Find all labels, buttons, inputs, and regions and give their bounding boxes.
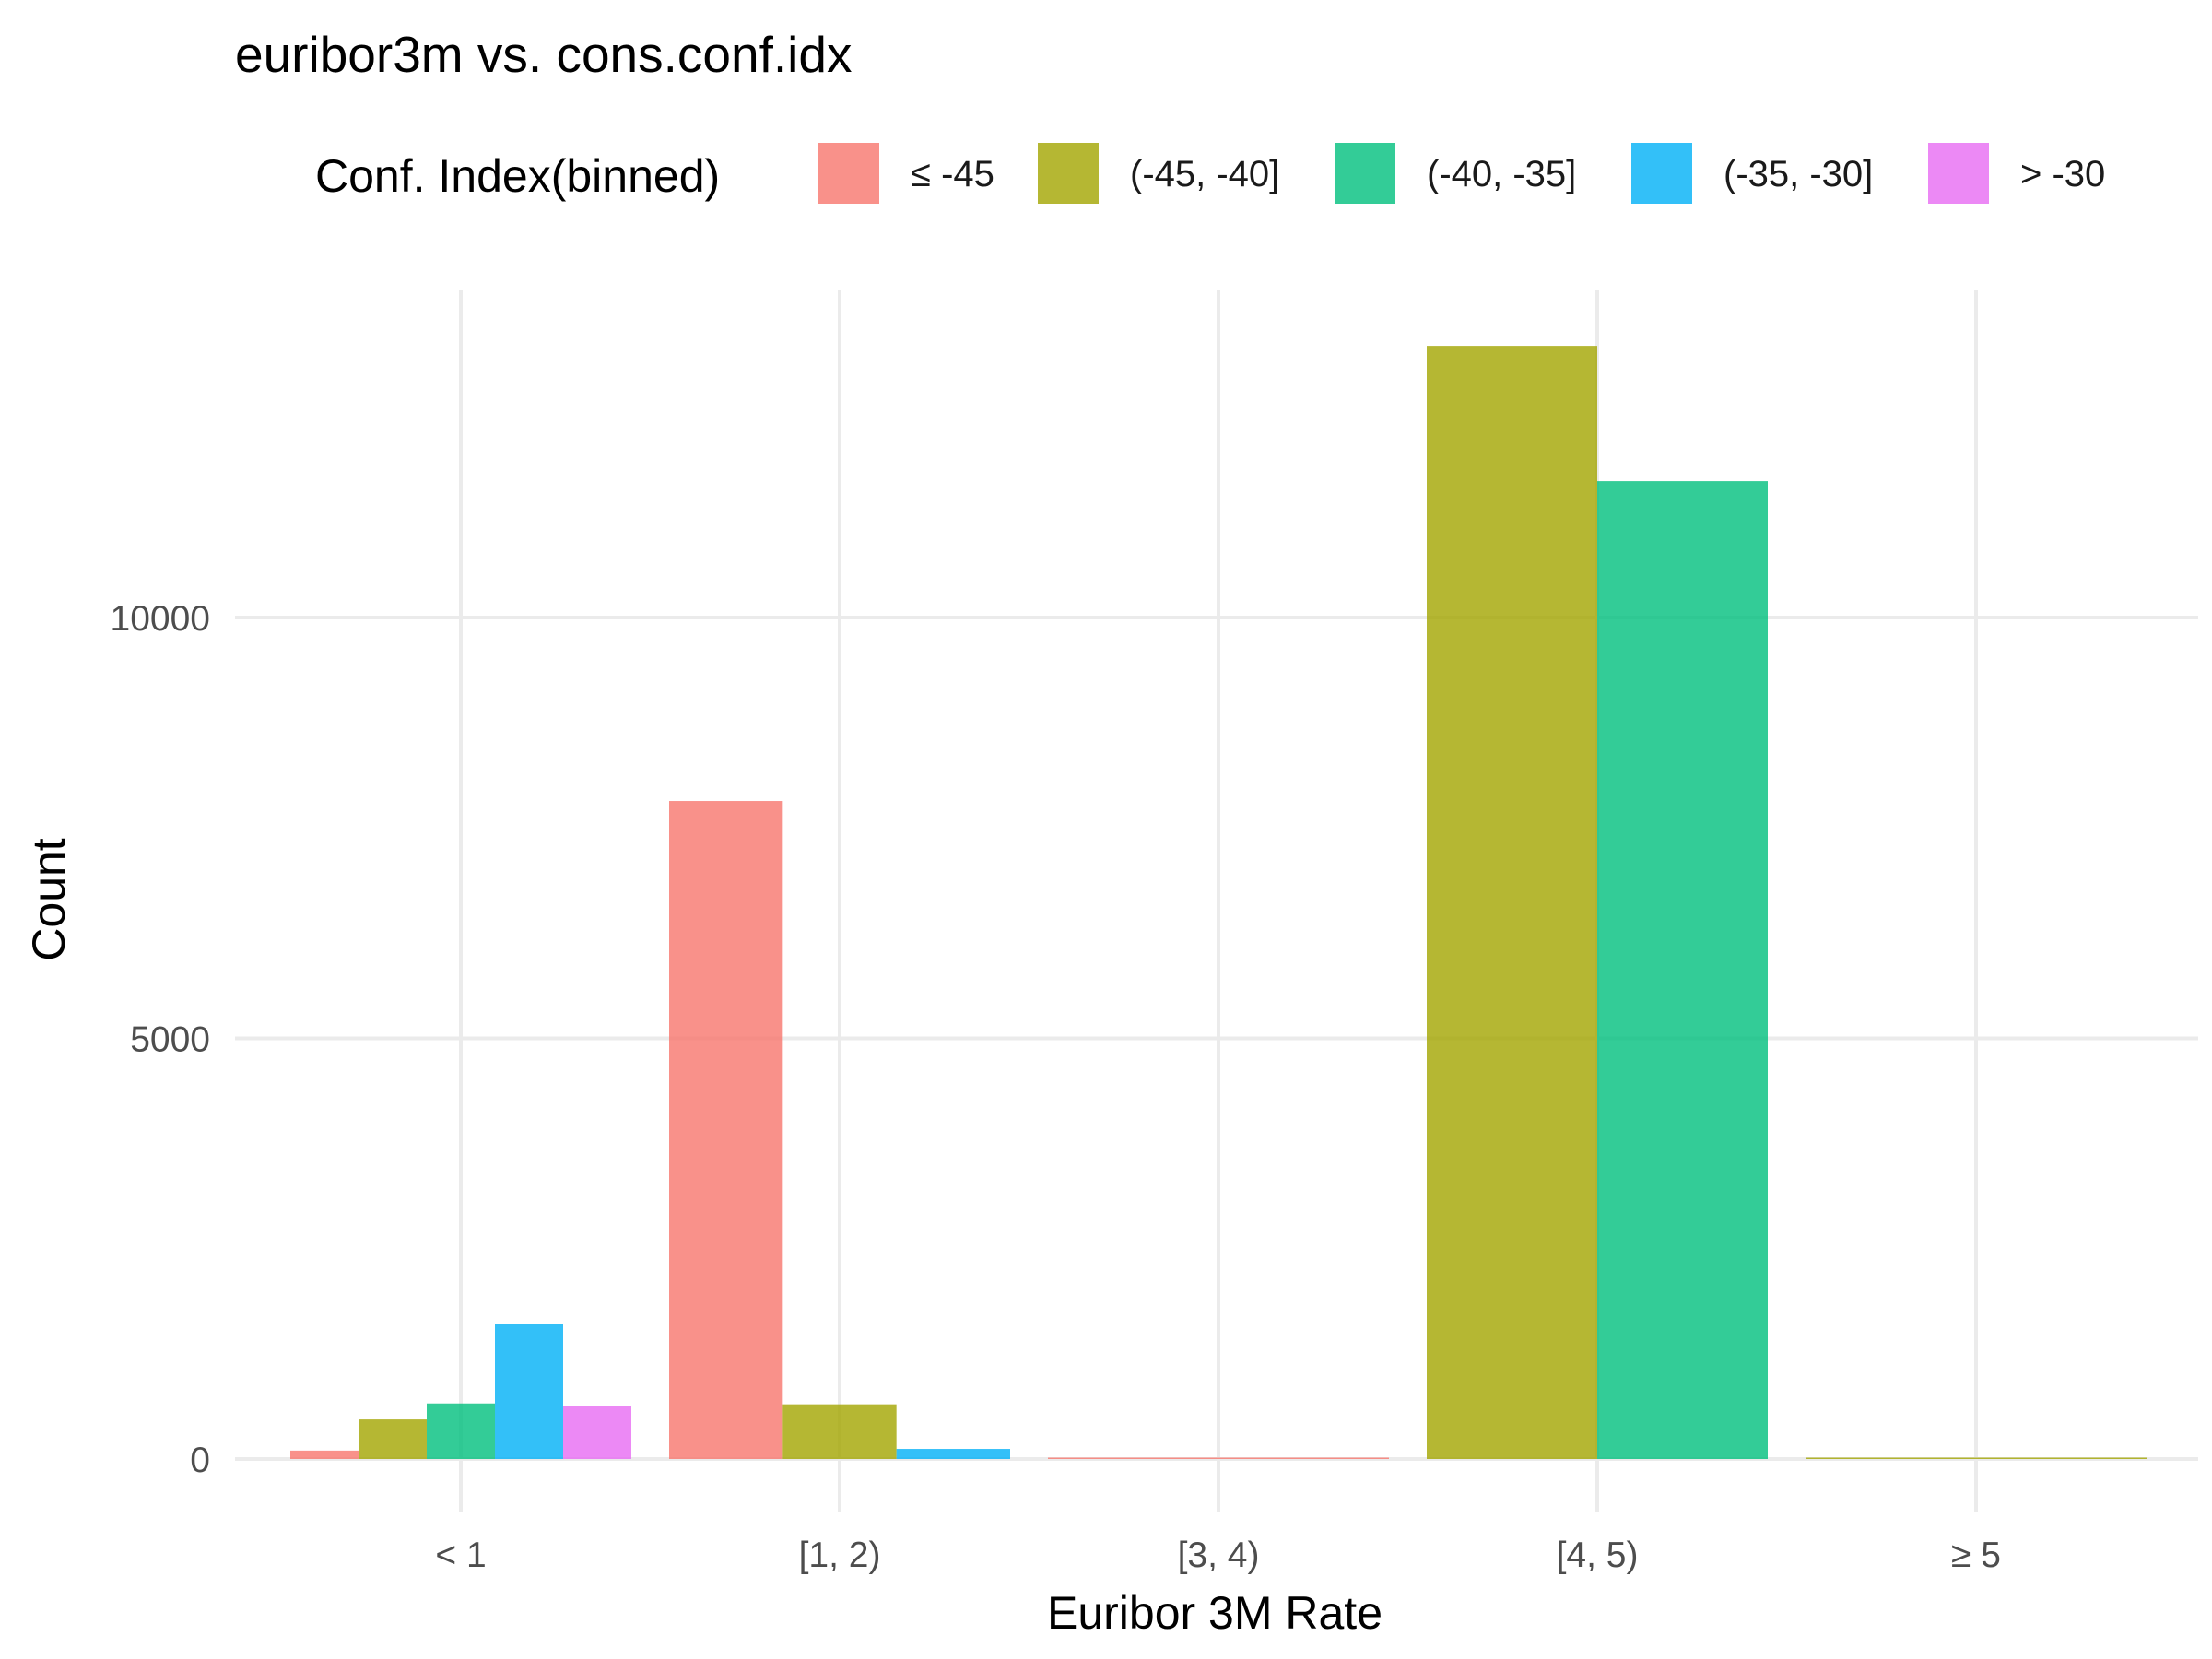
x-tick-label: [4, 5) <box>1557 1535 1639 1575</box>
bar <box>782 1404 897 1459</box>
bar <box>1048 1457 1389 1459</box>
legend-label: ≤ -45 <box>911 154 994 194</box>
legend-key <box>1631 143 1692 204</box>
legend-label: > -30 <box>2020 154 2105 194</box>
x-tick-label: [3, 4) <box>1178 1535 1260 1575</box>
bar <box>563 1406 631 1459</box>
legend-key <box>1038 143 1099 204</box>
legend-key <box>1928 143 1989 204</box>
bar <box>495 1324 563 1459</box>
y-tick-label: 10000 <box>111 599 210 639</box>
bar <box>427 1403 495 1459</box>
y-tick-label: 0 <box>190 1441 210 1480</box>
bar <box>1806 1457 2147 1459</box>
x-tick-label: [1, 2) <box>799 1535 881 1575</box>
legend-label: (-45, -40] <box>1130 154 1279 194</box>
x-tick-label: ≥ 5 <box>1951 1535 2001 1575</box>
y-axis-title: Count <box>23 838 75 961</box>
bar <box>1427 346 1597 1459</box>
legend-label: (-35, -30] <box>1724 154 1873 194</box>
bar <box>669 801 783 1459</box>
bar <box>1597 481 1768 1459</box>
x-tick-label: < 1 <box>435 1535 486 1575</box>
legend-key <box>1335 143 1395 204</box>
legend: Conf. Index(binned) ≤ -45 (-45, -40] (-40,… <box>315 143 2105 204</box>
chart-title: euribor3m vs. cons.conf.idx <box>235 26 852 83</box>
x-tick-labels: < 1 [1, 2) [3, 4) [4, 5) ≥ 5 <box>435 1535 2001 1575</box>
y-tick-label: 5000 <box>130 1020 210 1060</box>
bar <box>290 1450 359 1459</box>
legend-key <box>818 143 879 204</box>
bar <box>896 1449 1010 1459</box>
y-tick-labels: 0 5000 10000 <box>111 599 210 1480</box>
bar <box>359 1419 427 1459</box>
legend-title: Conf. Index(binned) <box>315 150 720 202</box>
x-axis-title: Euribor 3M Rate <box>1047 1587 1382 1639</box>
legend-label: (-40, -35] <box>1427 154 1576 194</box>
bars <box>290 346 2147 1459</box>
